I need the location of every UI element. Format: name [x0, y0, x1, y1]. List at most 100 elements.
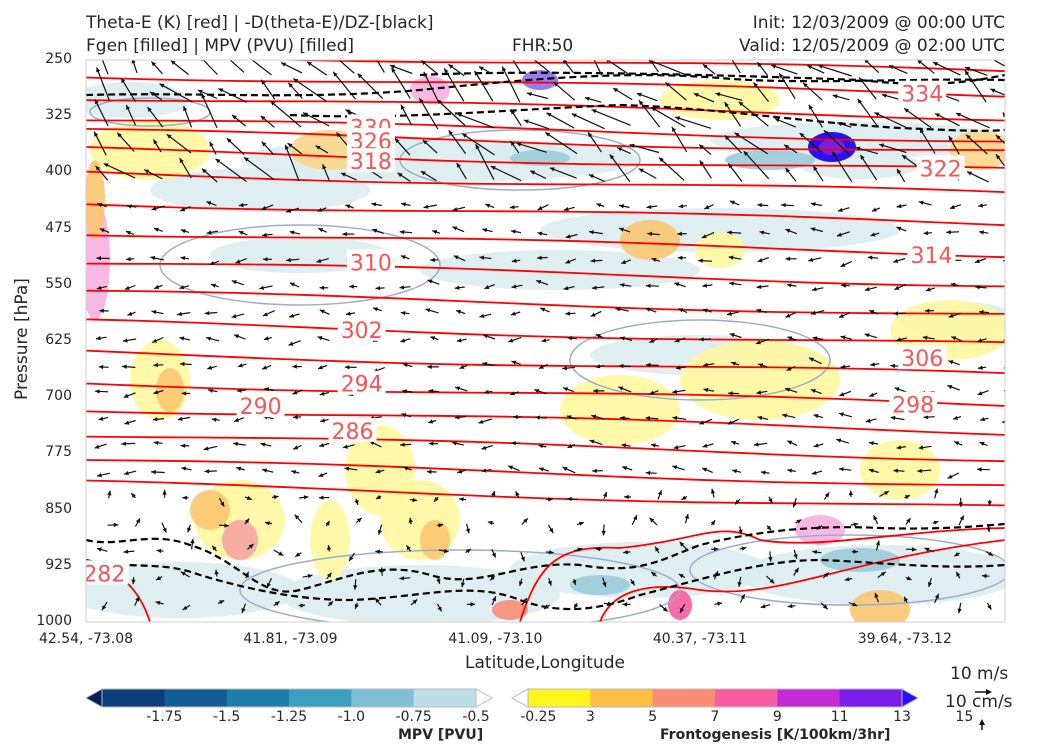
wind-arrow-head [448, 130, 454, 136]
wind-arrow-head [327, 572, 332, 578]
wind-arrow-head [702, 443, 708, 448]
wind-arrow-shaft [1007, 446, 1017, 447]
wind-arrow-head [651, 443, 656, 448]
wind-arrow-head [262, 468, 268, 473]
wind-arrow-shaft [671, 126, 688, 153]
wind-arrow-shaft [1006, 207, 1017, 211]
mpv-colorbar-segment [164, 689, 228, 707]
wind-arrow-head [293, 414, 298, 420]
wind-arrow-head [760, 604, 766, 609]
wind-arrow-head [155, 600, 161, 606]
wind-arrow-head [482, 228, 488, 233]
wind-arrow-head [318, 472, 324, 477]
wind-arrow-head [456, 162, 461, 168]
wind-arrow-head [307, 574, 313, 579]
wind-arrow-head [1007, 444, 1012, 448]
wind-arrow-head [621, 443, 627, 448]
wind-arrow-head [154, 284, 160, 289]
wind-arrow-head [99, 228, 105, 233]
wind-arrow-head [729, 200, 735, 205]
wind-arrow-head [948, 360, 954, 365]
wind-arrow-head [319, 309, 325, 314]
wind-arrow-head [515, 491, 520, 497]
wind-arrow-head [99, 308, 104, 313]
wind-arrow-head [151, 310, 157, 315]
wind-arrow-shaft [629, 144, 660, 154]
wind-arrow-head [340, 172, 346, 177]
fgen-shade [890, 300, 1005, 360]
colorbar-tick-label: -1.25 [270, 709, 308, 725]
wind-arrow-head [838, 313, 844, 318]
wind-arrow-head [702, 308, 708, 313]
wind-arrow-head [373, 307, 378, 312]
wind-arrow-head [853, 549, 858, 554]
wind-arrow-head [864, 333, 870, 338]
wind-arrow-head [246, 495, 252, 500]
wind-arrow-head [153, 440, 159, 445]
wind-arrow-head [890, 363, 896, 369]
wind-arrow-head [530, 170, 536, 175]
wind-arrow-shaft [390, 67, 411, 99]
wind-arrow-head [922, 335, 928, 340]
wind-arrow-shaft [992, 60, 1005, 67]
wind-arrow-head [785, 256, 790, 261]
wind-arrow-head [699, 160, 705, 166]
wind-arrow-head [126, 104, 131, 110]
theta-e-label-bg [337, 316, 386, 341]
init-time: Init: 12/03/2009 @ 00:00 UTC [752, 13, 1005, 33]
theta-e-contour [86, 203, 1005, 227]
wind-arrow-shaft [549, 167, 577, 179]
wind-arrow-head [731, 361, 737, 366]
wind-arrow-head [513, 414, 518, 420]
wind-arrow-shaft [874, 112, 907, 129]
wind-arrow-head [206, 201, 212, 206]
theta-e-label: 334 [258, 19, 300, 44]
wind-arrow-head [183, 106, 188, 111]
wind-arrow-shaft [418, 97, 439, 130]
colorbar-tick-label: -1.5 [212, 709, 241, 725]
wind-arrow-head [98, 50, 102, 55]
wind-arrow-head [289, 230, 295, 235]
wind-arrow-head [292, 390, 298, 395]
wind-arrow-head [491, 552, 496, 558]
wind-arrow-head [855, 146, 861, 151]
y-tick-label: 475 [45, 219, 72, 236]
wind-arrow-head [990, 88, 996, 93]
wind-arrow-head [787, 603, 793, 609]
wind-arrow-head [356, 517, 362, 523]
wind-arrow-shaft [229, 60, 245, 73]
wind-arrow-shaft [743, 150, 770, 180]
wind-arrow-head [566, 415, 572, 420]
wind-arrow-head [699, 144, 704, 150]
wind-arrow-head [853, 522, 859, 527]
wind-arrow-head [209, 141, 214, 147]
mpv-colorbar-title: MPV [PVU] [398, 727, 484, 743]
wind-arrow-shaft [338, 60, 355, 74]
wind-arrow-head [741, 546, 747, 551]
wind-arrow-head [293, 445, 299, 450]
wind-arrow-head [427, 364, 432, 369]
wind-arrow-head [96, 67, 101, 73]
wind-arrow-head [490, 166, 496, 171]
wind-arrow-head [399, 285, 405, 290]
wind-arrow-head [562, 60, 568, 64]
mpv-contour [569, 319, 831, 401]
theta-e-contour [86, 262, 1005, 288]
wind-arrow-head [430, 336, 436, 341]
wind-arrow-head [451, 441, 457, 446]
wind-arrow-head [288, 82, 293, 88]
wind-arrow-head [756, 390, 762, 395]
fgen-shade [86, 160, 105, 240]
wind-arrow-head [839, 392, 845, 397]
wind-arrow-head [121, 78, 126, 84]
wind-arrow-head [273, 495, 279, 500]
wind-arrow-head [537, 206, 543, 210]
fgen-shade [795, 515, 845, 545]
wind-arrow-head [1009, 233, 1014, 237]
wind-arrow-shaft [475, 143, 495, 180]
wind-arrow-head [319, 285, 325, 290]
theta-e-label-bg [907, 241, 956, 266]
wind-arrow-head [475, 144, 480, 150]
wind-arrow-head [345, 204, 351, 209]
wind-arrow-head [729, 333, 735, 338]
